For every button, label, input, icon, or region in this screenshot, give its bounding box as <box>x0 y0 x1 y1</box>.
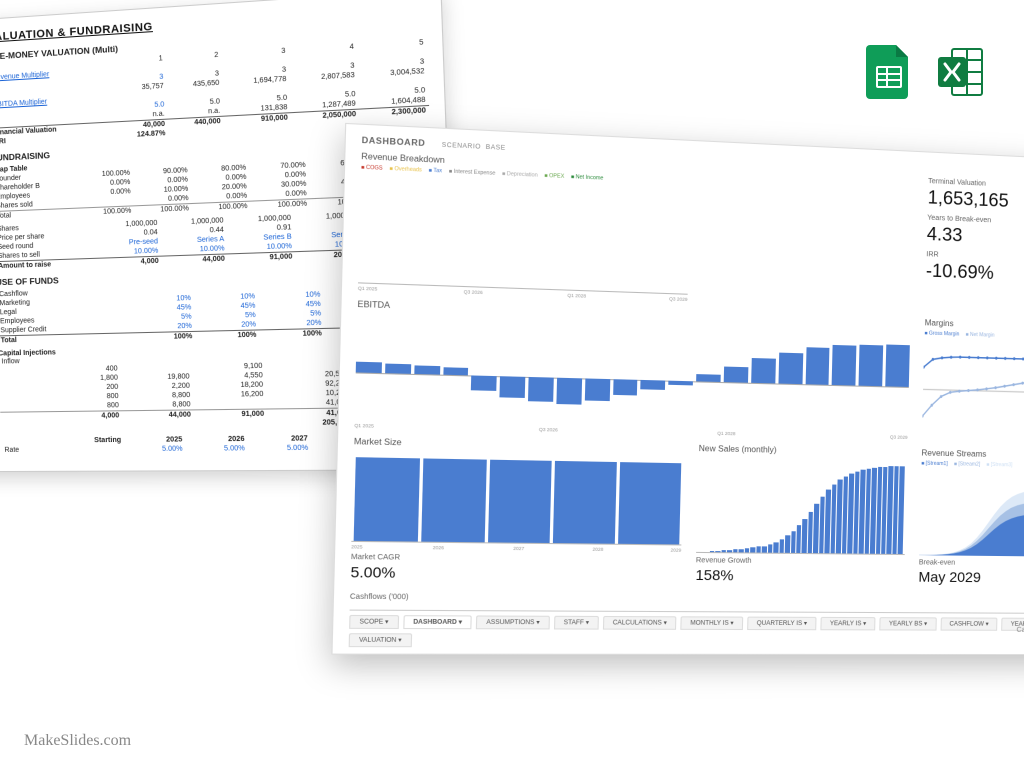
tab-yearly-is[interactable]: YEARLY IS ▾ <box>820 617 875 631</box>
google-sheets-icon <box>866 45 912 99</box>
revenue-streams-panel: Revenue Streams [Stream1][Stream2][Strea… <box>918 448 1024 592</box>
new-sales-chart <box>696 456 907 555</box>
summary-panel: Terminal Valuation 1,653,165 Years to Br… <box>925 178 1024 316</box>
excel-icon <box>938 45 984 99</box>
margins-panel: Margins Gross MarginNet Margin <box>922 318 1024 444</box>
revenue-breakdown-chart <box>358 173 690 295</box>
tab-scope[interactable]: SCOPE ▾ <box>349 615 399 629</box>
tab-assumptions[interactable]: ASSUMPTIONS ▾ <box>476 615 549 629</box>
tab-dashboard[interactable]: DASHBOARD ▾ <box>403 615 472 629</box>
app-icons <box>866 45 984 99</box>
margins-chart <box>922 339 1024 444</box>
tab-quarterly-is[interactable]: QUARTERLY IS ▾ <box>747 617 816 631</box>
irr-value: -10.69% <box>926 260 1024 288</box>
tab-cashflow[interactable]: CASHFLOW ▾ <box>940 617 998 630</box>
ebitda-chart <box>354 312 910 432</box>
tab-yearly-bs[interactable]: YEARLY BS ▾ <box>879 617 936 630</box>
tab-staff[interactable]: STAFF ▾ <box>554 616 599 630</box>
new-sales-panel: New Sales (monthly) Revenue Growth 158% <box>695 444 907 591</box>
revenue-breakdown-panel: Revenue Breakdown COGSOverheadsTaxIntere… <box>358 152 691 302</box>
terminal-valuation: 1,653,165 <box>927 187 1024 216</box>
market-size-chart <box>351 450 683 546</box>
tab-monthly-is[interactable]: MONTHLY IS ▾ <box>681 616 744 630</box>
market-size-panel: Market Size 20252026202720282029 Market … <box>350 437 684 589</box>
tab-valuation[interactable]: VALUATION ▾ <box>349 633 412 647</box>
years-breakeven: 4.33 <box>927 224 1024 252</box>
ebitda-panel: EBITDA Q1 2025Q3 2026Q1 2028Q3 2029 <box>354 299 910 439</box>
revenue-streams-chart <box>919 469 1024 557</box>
watermark: MakeSlides.com <box>24 732 131 750</box>
tab-calculations[interactable]: CALCULATIONS ▾ <box>603 616 677 630</box>
cashflows-label: Cashflows ('000) <box>350 593 1024 605</box>
sheet-tabs[interactable]: SCOPE ▾ DASHBOARD ▾ ASSUMPTIONS ▾ STAFF ▾ CA… <box>349 610 1024 648</box>
dashboard-sheet: DASHBOARD SCENARIO BASE Revenue Breakdow… <box>331 123 1024 655</box>
